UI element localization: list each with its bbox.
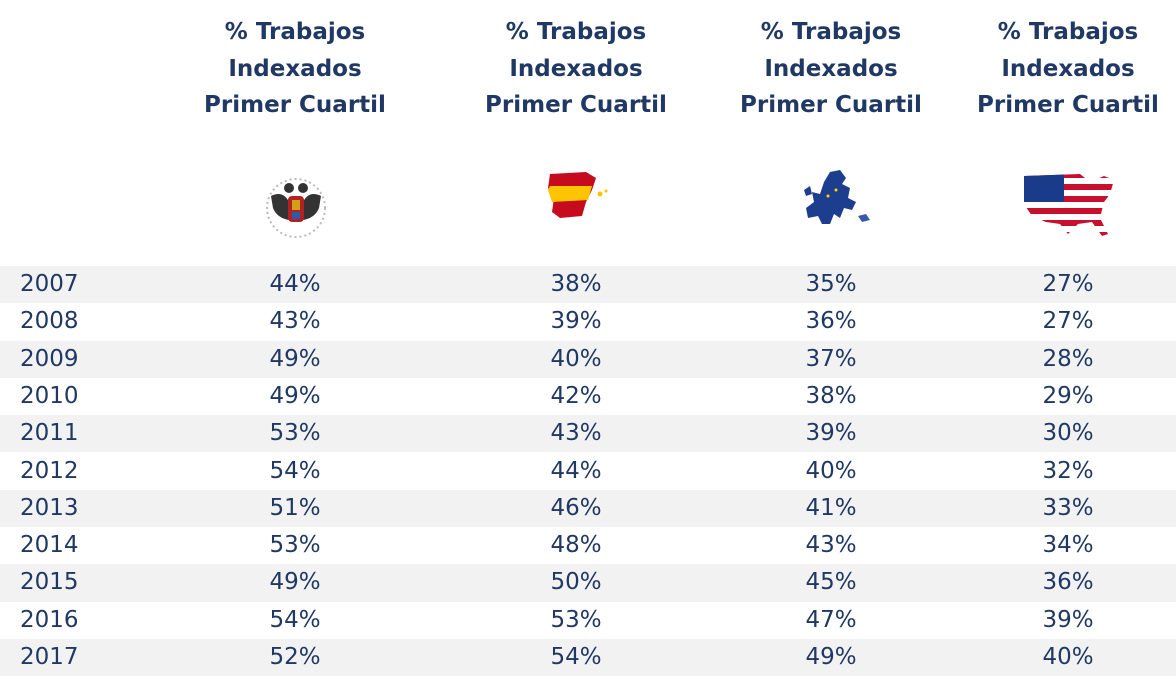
value-cell: 39% <box>805 420 857 447</box>
table-row: 2012 54% 44% 40% 32% <box>0 453 1176 490</box>
table-row: 2011 53% 43% 39% 30% <box>0 415 1176 453</box>
table-row: 2010 49% 42% 38% 29% <box>0 378 1176 415</box>
europe-map <box>804 170 870 224</box>
value-cell: 37% <box>805 345 857 372</box>
value-cell: 49% <box>269 382 321 409</box>
value-cell: 40% <box>550 345 602 372</box>
value-cell: 49% <box>269 345 321 372</box>
header-line: % Trabajos <box>224 19 366 45</box>
value-cell: 38% <box>805 382 857 409</box>
year-cell: 2008 <box>20 308 79 335</box>
value-cell: 51% <box>269 494 321 521</box>
value-cell: 28% <box>1042 345 1094 372</box>
value-cell: 33% <box>1042 494 1094 521</box>
table-row: 2009 49% 40% 37% 28% <box>0 340 1176 378</box>
value-cell: 46% <box>550 494 602 521</box>
value-cell: 36% <box>805 308 857 335</box>
header-line: Primer Cuartil <box>977 92 1159 118</box>
usa-flag-map <box>1024 174 1114 236</box>
value-cell: 53% <box>269 420 321 447</box>
value-cell: 36% <box>1042 569 1094 596</box>
value-cell: 44% <box>269 271 321 297</box>
table-row: 2008 43% 39% 36% 27% <box>0 303 1176 340</box>
table-row: 2007 44% 38% 35% 27% <box>0 266 1176 304</box>
column-header: % Trabajos Indexados Primer Cuartil <box>928 14 1176 124</box>
value-cell: 52% <box>269 644 321 670</box>
value-cell: 35% <box>805 271 857 297</box>
value-cell: 42% <box>550 382 602 409</box>
value-cell: 53% <box>269 532 321 559</box>
value-cell: 48% <box>550 532 602 559</box>
value-cell: 40% <box>805 457 857 484</box>
value-cell: 39% <box>550 308 602 335</box>
table-row: 2015 49% 50% 45% 36% <box>0 564 1176 602</box>
value-cell: 49% <box>269 569 321 596</box>
value-cell: 39% <box>1042 606 1094 633</box>
value-cell: 30% <box>1042 420 1094 447</box>
value-cell: 47% <box>805 606 857 633</box>
value-cell: 40% <box>1042 644 1094 670</box>
value-cell: 43% <box>550 420 602 447</box>
year-cell: 2007 <box>20 271 79 297</box>
value-cell: 27% <box>1042 271 1094 297</box>
year-cell: 2017 <box>20 644 79 670</box>
table-row: 2014 53% 48% 43% 34% <box>0 527 1176 564</box>
value-cell: 54% <box>269 457 321 484</box>
value-cell: 53% <box>550 606 602 633</box>
value-cell: 50% <box>550 569 602 596</box>
header-line: % Trabajos <box>760 19 902 45</box>
value-cell: 38% <box>550 271 602 297</box>
table-row: 2013 51% 46% 41% 33% <box>0 489 1176 528</box>
value-cell: 49% <box>805 644 857 670</box>
header-line: Indexados <box>228 55 362 82</box>
value-cell: 44% <box>550 457 602 484</box>
header-line: % Trabajos <box>997 19 1139 45</box>
year-cell: 2016 <box>20 606 79 633</box>
column-header: % Trabajos Indexados Primer Cuartil <box>691 14 971 124</box>
value-cell: 32% <box>1042 457 1094 484</box>
spain-map <box>548 172 608 218</box>
value-cell: 29% <box>1042 382 1094 409</box>
value-cell: 43% <box>269 308 321 335</box>
value-cell: 45% <box>805 569 857 596</box>
year-cell: 2009 <box>20 345 79 372</box>
year-cell: 2015 <box>20 569 79 596</box>
header-line: Indexados <box>1001 55 1135 82</box>
value-cell: 41% <box>805 494 857 521</box>
header-line: Primer Cuartil <box>485 92 667 118</box>
year-cell: 2010 <box>20 382 79 409</box>
university-crest <box>266 178 326 238</box>
value-cell: 54% <box>550 644 602 670</box>
column-header: % Trabajos Indexados Primer Cuartil <box>155 14 435 124</box>
year-cell: 2014 <box>20 532 79 559</box>
header-line: Indexados <box>764 55 898 82</box>
table-row: 2016 54% 53% 47% 39% <box>0 602 1176 639</box>
value-cell: 54% <box>269 606 321 633</box>
header-line: Primer Cuartil <box>204 92 386 118</box>
value-cell: 34% <box>1042 532 1094 559</box>
column-header: % Trabajos Indexados Primer Cuartil <box>436 14 716 124</box>
year-cell: 2013 <box>20 494 79 521</box>
value-cell: 27% <box>1042 308 1094 335</box>
year-cell: 2012 <box>20 457 79 484</box>
value-cell: 43% <box>805 532 857 559</box>
year-cell: 2011 <box>20 420 79 447</box>
header-line: % Trabajos <box>505 19 647 45</box>
table-row: 2017 52% 54% 49% 40% <box>0 639 1176 677</box>
header-line: Primer Cuartil <box>740 92 922 118</box>
header-line: Indexados <box>509 55 643 82</box>
